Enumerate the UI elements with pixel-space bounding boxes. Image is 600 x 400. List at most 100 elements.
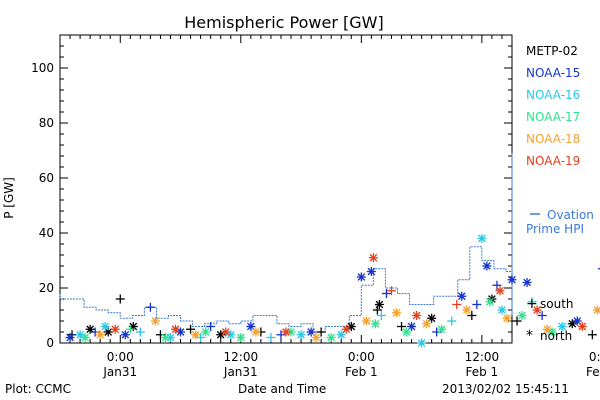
data-point-south [587,330,597,340]
data-point-north [191,330,201,340]
y-tick-label: 20 [39,281,54,295]
data-point-north [557,322,567,331]
data-point-north [417,338,427,348]
footer-timestamp: 2013/02/02 15:45:11 [442,382,569,396]
y-tick-label: 60 [39,171,54,185]
legend-entry-noaa-17: NOAA-17 [526,110,580,124]
symbol-legend-north-marker: * [526,328,533,344]
data-point-south [597,268,600,270]
data-point-south [512,316,522,326]
x-tick-label: 12:00 [465,350,500,364]
legend-entry-metp-02: METP-02 [526,44,578,58]
data-point-north [437,324,447,334]
data-point-north [100,322,110,331]
data-point-north [150,316,160,326]
ovation-legend-label-line2: Prime HPI [526,222,584,236]
x-tick-label: 0:00 [589,350,600,364]
x-tick-date-label: Feb 1 [466,365,499,379]
footer-x-axis-label: Date and Time [238,382,327,396]
footer-plot-credit: Plot: CCMC [5,382,71,396]
ovation-legend-label: Ovation [547,208,594,222]
data-point-north [502,313,512,323]
data-point-south [447,316,457,326]
data-point-north [201,327,211,337]
y-tick-label: 100 [31,61,54,75]
data-point-south [527,297,537,307]
legend-entry-noaa-19: NOAA-19 [526,154,580,168]
satellite-points [65,234,600,348]
y-tick-label: 40 [39,226,54,240]
data-point-north [374,300,384,309]
data-point-south [537,311,547,320]
data-point-north [281,327,291,337]
data-point-south [386,286,396,296]
data-point-north [311,333,321,342]
data-point-north [120,330,130,340]
data-point-north [497,305,507,315]
data-point-north [296,330,306,340]
data-point-north [477,234,487,243]
data-point-south [125,324,135,334]
symbol-legend-south-marker: + [526,296,538,312]
data-point-north [462,305,472,315]
data-point-north [542,324,552,334]
data-point-north [517,311,527,320]
data-point-south [397,322,407,331]
ovation-series [59,153,513,333]
data-point-north [577,322,587,331]
x-tick-date-label: Feb 2 [586,365,600,379]
data-point-south [145,302,155,312]
data-point-north [341,324,351,334]
symbol-legend-north-label: north [540,329,572,343]
data-point-north [402,327,412,337]
data-point-south [206,322,216,331]
x-tick-label: 0:00 [107,350,134,364]
data-point-south [316,327,326,337]
y-axis-label: P [GW] [2,177,16,219]
data-point-south [266,333,276,342]
data-point-north [368,253,378,263]
data-point-north [370,319,380,329]
data-point-north [356,272,366,282]
data-point-north [80,333,90,342]
data-point-north [366,267,376,276]
chart-legend: METP-02 NOAA-15 NOAA-16 NOAA-17 NOAA-18 NOAA-… [526,44,594,344]
data-point-north [65,333,75,342]
symbol-legend-south-label: south [540,297,574,311]
data-point-north [522,278,532,287]
data-point-north [110,324,120,334]
data-point-north [495,286,505,296]
data-point-south [376,311,386,320]
data-point-north [326,333,336,342]
data-point-north [236,333,246,342]
x-tick-label: 0:00 [348,350,375,364]
data-point-north [507,275,517,285]
data-point-south [381,289,391,298]
x-tick-label: 12:00 [224,350,259,364]
legend-entry-noaa-15: NOAA-15 [526,66,580,80]
data-point-south [135,327,145,337]
ovation-prime-hpi-line [59,153,513,333]
data-point-north [391,308,401,318]
data-point-north [251,327,261,337]
data-point-south [186,324,196,334]
data-point-north [532,305,542,315]
x-tick-date-label: Feb 1 [345,365,378,379]
y-tick-label: 80 [39,116,54,130]
data-point-south [115,294,125,304]
data-point-south [467,311,477,320]
data-point-north [160,333,170,342]
data-point-north [457,291,467,301]
y-tick-label: 0 [46,336,54,350]
data-point-north [422,319,432,329]
legend-entry-noaa-18: NOAA-18 [526,132,580,146]
x-tick-date-label: Jan31 [102,365,137,379]
data-point-north [592,305,600,315]
data-point-north [171,324,181,334]
x-tick-date-label: Jan31 [223,365,258,379]
plot-frame [59,34,513,344]
data-point-north [221,327,231,337]
data-point-north [95,330,105,340]
